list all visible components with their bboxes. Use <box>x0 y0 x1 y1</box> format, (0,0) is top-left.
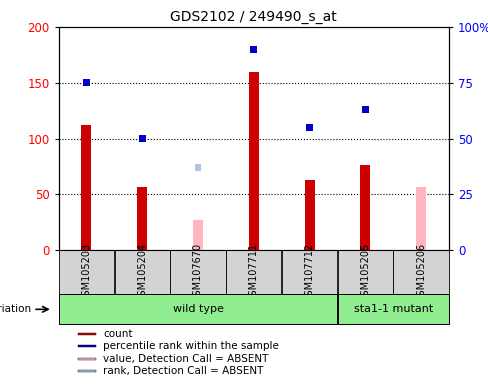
FancyBboxPatch shape <box>115 250 170 294</box>
Bar <box>139 135 145 142</box>
Bar <box>306 124 313 131</box>
Bar <box>83 79 90 86</box>
Bar <box>78 370 96 372</box>
Text: GSM105204: GSM105204 <box>137 243 147 302</box>
Bar <box>137 187 147 250</box>
FancyBboxPatch shape <box>59 250 114 294</box>
Bar <box>193 220 203 250</box>
Bar <box>195 164 202 171</box>
Bar <box>78 333 96 335</box>
Bar <box>305 180 315 250</box>
Text: GSM107712: GSM107712 <box>305 243 315 302</box>
FancyBboxPatch shape <box>282 250 337 294</box>
Text: value, Detection Call = ABSENT: value, Detection Call = ABSENT <box>103 354 269 364</box>
FancyBboxPatch shape <box>59 294 337 324</box>
Bar <box>360 166 370 250</box>
Bar <box>416 187 426 250</box>
Bar <box>78 358 96 360</box>
Bar <box>78 345 96 348</box>
Text: GSM105205: GSM105205 <box>360 243 370 302</box>
Text: GSM105203: GSM105203 <box>81 243 91 302</box>
FancyBboxPatch shape <box>393 250 448 294</box>
FancyBboxPatch shape <box>338 250 393 294</box>
Text: percentile rank within the sample: percentile rank within the sample <box>103 341 279 351</box>
Text: wild type: wild type <box>173 304 224 314</box>
Bar <box>81 125 91 250</box>
Text: count: count <box>103 329 133 339</box>
Text: rank, Detection Call = ABSENT: rank, Detection Call = ABSENT <box>103 366 264 376</box>
Text: GSM105206: GSM105206 <box>416 243 426 302</box>
Text: GSM107711: GSM107711 <box>249 243 259 302</box>
Bar <box>250 46 257 53</box>
FancyBboxPatch shape <box>226 250 282 294</box>
FancyBboxPatch shape <box>338 294 448 324</box>
Text: GSM107670: GSM107670 <box>193 243 203 302</box>
Title: GDS2102 / 249490_s_at: GDS2102 / 249490_s_at <box>170 10 337 25</box>
Text: sta1-1 mutant: sta1-1 mutant <box>354 304 433 314</box>
Bar <box>249 71 259 250</box>
Bar <box>362 106 368 113</box>
Text: genotype/variation: genotype/variation <box>0 304 31 314</box>
FancyBboxPatch shape <box>170 250 225 294</box>
